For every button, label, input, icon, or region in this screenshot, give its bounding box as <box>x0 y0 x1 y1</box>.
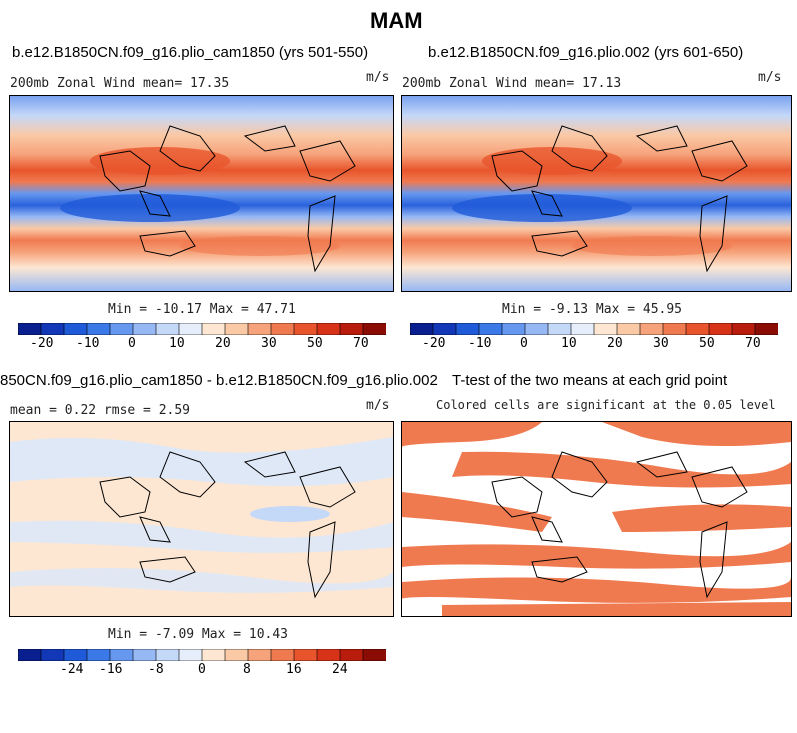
colorbar-swatch <box>247 322 272 336</box>
figure-title: MAM <box>370 8 423 33</box>
panel3-left-label: mean = 0.22 rmse = 2.59 <box>10 403 191 418</box>
colorbar-swatch <box>639 322 664 336</box>
colorbar-swatch <box>478 322 503 336</box>
cb1-tick: -20 <box>30 336 54 351</box>
colorbar-swatch <box>316 322 341 336</box>
colorbar-swatch <box>339 648 364 662</box>
colorbar-swatch <box>362 648 387 662</box>
panel4-map <box>401 421 792 617</box>
colorbar-swatch <box>270 322 295 336</box>
cb2-tick: 70 <box>745 336 761 351</box>
panel1-minmax: Min = -10.17 Max = 47.71 <box>108 302 296 317</box>
panel3-units: m/s <box>366 398 390 413</box>
colorbar-swatch <box>754 322 779 336</box>
cb1-tick: 30 <box>261 336 277 351</box>
panel2-minmax: Min = -9.13 Max = 45.95 <box>502 302 683 317</box>
colorbar-swatch <box>524 322 549 336</box>
colorbar-swatch <box>270 648 295 662</box>
cb3-tick: 16 <box>286 662 302 677</box>
colorbar-swatch <box>708 322 733 336</box>
panel1-left-label: 200mb Zonal Wind mean= 17.35 <box>10 76 230 91</box>
colorbar-swatch <box>155 648 180 662</box>
colorbar-swatch <box>616 322 641 336</box>
colorbar-swatch <box>455 322 480 336</box>
cb3-tick: -8 <box>148 662 164 677</box>
colorbar-swatch <box>40 648 65 662</box>
colorbar-swatch <box>731 322 756 336</box>
cb2-tick: -20 <box>422 336 446 351</box>
panel3-map <box>9 421 394 617</box>
colorbar-swatch <box>86 648 111 662</box>
colorbar-swatch <box>17 322 42 336</box>
colorbar-swatch <box>362 322 387 336</box>
cb2-tick: -10 <box>468 336 492 351</box>
cb3-tick: 24 <box>332 662 348 677</box>
cb3-tick: -16 <box>99 662 123 677</box>
colorbar-swatch <box>224 648 249 662</box>
colorbar-wind-right <box>409 322 779 336</box>
colorbar-swatch <box>63 322 88 336</box>
colorbar-diff <box>17 648 387 662</box>
colorbar-swatch <box>293 322 318 336</box>
colorbar-swatch <box>132 648 157 662</box>
colorbar-swatch <box>86 322 111 336</box>
colorbar-wind-left <box>17 322 387 336</box>
colorbar-swatch <box>63 648 88 662</box>
colorbar-swatch <box>155 322 180 336</box>
panel4-subtitle: Colored cells are significant at the 0.0… <box>436 398 776 412</box>
panel1-map <box>9 95 394 292</box>
colorbar-swatch <box>432 322 457 336</box>
panel1-units: m/s <box>366 70 390 85</box>
colorbar-swatch <box>547 322 572 336</box>
colorbar-swatch <box>178 322 203 336</box>
panel3-minmax: Min = -7.09 Max = 10.43 <box>108 627 289 642</box>
colorbar-swatch <box>178 648 203 662</box>
colorbar-swatch <box>201 648 226 662</box>
cb3-tick: 8 <box>243 662 251 677</box>
cb1-tick: 20 <box>215 336 231 351</box>
colorbar-swatch <box>593 322 618 336</box>
colorbar-swatch <box>662 322 687 336</box>
panel2-left-label: 200mb Zonal Wind mean= 17.13 <box>402 76 622 91</box>
cb1-tick: 70 <box>353 336 369 351</box>
cb2-tick: 50 <box>699 336 715 351</box>
colorbar-swatch <box>132 322 157 336</box>
panel2-map <box>401 95 792 292</box>
colorbar-swatch <box>109 322 134 336</box>
colorbar-swatch <box>316 648 341 662</box>
colorbar-swatch <box>293 648 318 662</box>
colorbar-swatch <box>570 322 595 336</box>
colorbar-swatch <box>40 322 65 336</box>
cb2-tick: 30 <box>653 336 669 351</box>
cb2-tick: 0 <box>520 336 528 351</box>
colorbar-swatch <box>17 648 42 662</box>
panel2-units: m/s <box>758 70 782 85</box>
cb1-tick: 10 <box>169 336 185 351</box>
cb3-tick: 0 <box>198 662 206 677</box>
panel3-title: 850CN.f09_g16.plio_cam1850 - b.e12.B1850… <box>0 372 438 389</box>
colorbar-swatch <box>247 648 272 662</box>
colorbar-swatch <box>109 648 134 662</box>
colorbar-swatch <box>339 322 364 336</box>
colorbar-swatch <box>201 322 226 336</box>
cb1-tick: -10 <box>76 336 100 351</box>
cb1-tick: 50 <box>307 336 323 351</box>
cb2-tick: 10 <box>561 336 577 351</box>
panel1-title: b.e12.B1850CN.f09_g16.plio_cam1850 (yrs … <box>12 44 369 61</box>
colorbar-swatch <box>224 322 249 336</box>
cb2-tick: 20 <box>607 336 623 351</box>
colorbar-swatch <box>685 322 710 336</box>
panel4-title: T-test of the two means at each grid poi… <box>452 372 728 389</box>
cb1-tick: 0 <box>128 336 136 351</box>
colorbar-swatch <box>409 322 434 336</box>
colorbar-swatch <box>501 322 526 336</box>
panel2-title: b.e12.B1850CN.f09_g16.plio.002 (yrs 601-… <box>428 44 744 61</box>
cb3-tick: -24 <box>60 662 84 677</box>
